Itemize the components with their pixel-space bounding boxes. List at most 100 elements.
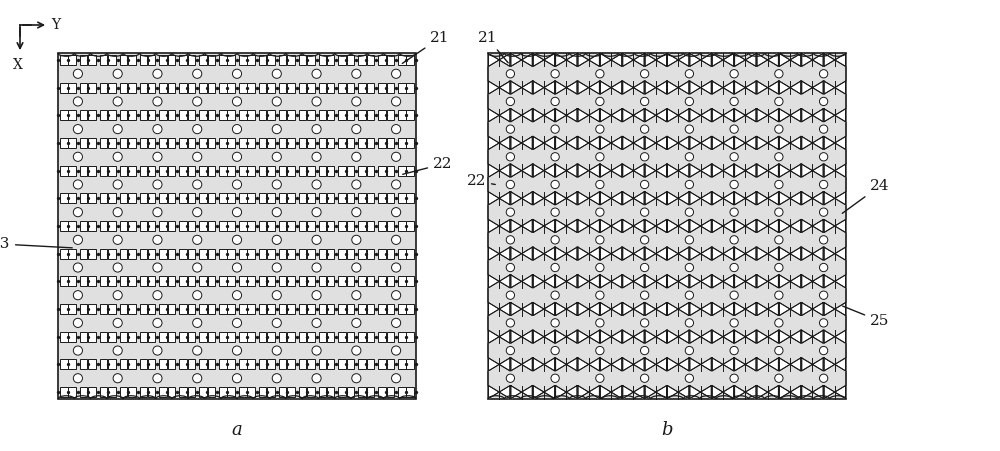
Bar [338, 221, 346, 231]
Polygon shape [645, 137, 667, 149]
Polygon shape [578, 192, 599, 205]
Bar [208, 387, 215, 397]
Circle shape [596, 152, 604, 161]
Polygon shape [757, 109, 778, 122]
Bar [159, 276, 167, 286]
Bar [120, 110, 127, 120]
Circle shape [685, 69, 694, 78]
Bar [100, 249, 107, 259]
Bar [347, 166, 354, 175]
Bar [247, 304, 255, 314]
Bar [227, 332, 235, 342]
Bar [358, 110, 366, 120]
Circle shape [730, 263, 738, 272]
Bar [140, 55, 147, 65]
Bar [80, 55, 87, 65]
Bar [199, 359, 207, 369]
Polygon shape [600, 137, 622, 149]
Bar [188, 55, 195, 65]
Polygon shape [623, 275, 644, 288]
Bar [199, 110, 207, 120]
Polygon shape [488, 109, 510, 122]
Circle shape [193, 374, 202, 383]
Bar [179, 110, 187, 120]
Bar [247, 249, 255, 259]
Bar [219, 276, 227, 286]
Polygon shape [735, 330, 756, 343]
Circle shape [73, 124, 82, 133]
Polygon shape [645, 330, 667, 343]
Bar [387, 249, 394, 259]
Bar [367, 193, 374, 203]
Bar [347, 138, 354, 148]
Circle shape [596, 125, 604, 133]
Bar [239, 110, 247, 120]
Bar [100, 387, 107, 397]
Polygon shape [667, 164, 689, 177]
Bar [60, 110, 68, 120]
Bar [347, 83, 354, 92]
Polygon shape [735, 81, 756, 94]
Bar [367, 276, 374, 286]
Bar [406, 83, 414, 92]
Bar [239, 332, 247, 342]
Bar [168, 166, 175, 175]
Circle shape [596, 374, 604, 382]
Circle shape [232, 374, 242, 383]
Polygon shape [802, 275, 823, 288]
Bar [68, 138, 76, 148]
Bar [100, 221, 107, 231]
Bar [247, 110, 255, 120]
Bar [319, 304, 326, 314]
Bar [199, 55, 207, 65]
Polygon shape [511, 275, 532, 288]
Polygon shape [600, 53, 622, 66]
Bar [100, 83, 107, 92]
Bar [88, 55, 96, 65]
Polygon shape [735, 247, 756, 260]
Polygon shape [667, 109, 689, 122]
Polygon shape [824, 81, 846, 94]
Bar [128, 387, 136, 397]
Polygon shape [600, 275, 622, 288]
Circle shape [113, 180, 122, 189]
Bar [259, 276, 266, 286]
Bar [406, 166, 414, 175]
Circle shape [272, 97, 281, 106]
Circle shape [685, 263, 694, 272]
Bar [179, 83, 187, 92]
Bar [307, 249, 315, 259]
Circle shape [506, 346, 515, 355]
Bar [307, 276, 315, 286]
Polygon shape [824, 192, 846, 205]
Bar [347, 221, 354, 231]
Polygon shape [511, 53, 532, 66]
Polygon shape [712, 164, 734, 177]
Circle shape [73, 97, 82, 106]
Polygon shape [779, 358, 801, 371]
Text: 23: 23 [0, 237, 72, 251]
Circle shape [775, 180, 783, 189]
Circle shape [113, 374, 122, 383]
Bar [179, 221, 187, 231]
Circle shape [312, 152, 321, 161]
Bar [338, 332, 346, 342]
Circle shape [551, 346, 559, 355]
Bar [338, 83, 346, 92]
Polygon shape [578, 164, 599, 177]
Polygon shape [600, 81, 622, 94]
Circle shape [775, 346, 783, 355]
Polygon shape [735, 137, 756, 149]
Bar [287, 304, 295, 314]
Polygon shape [802, 137, 823, 149]
Polygon shape [802, 164, 823, 177]
Circle shape [551, 97, 559, 106]
Circle shape [551, 374, 559, 382]
Bar [108, 166, 116, 175]
Bar [287, 276, 295, 286]
Bar [88, 332, 96, 342]
Bar [188, 166, 195, 175]
Bar [279, 166, 286, 175]
Bar [239, 276, 247, 286]
Polygon shape [488, 164, 510, 177]
